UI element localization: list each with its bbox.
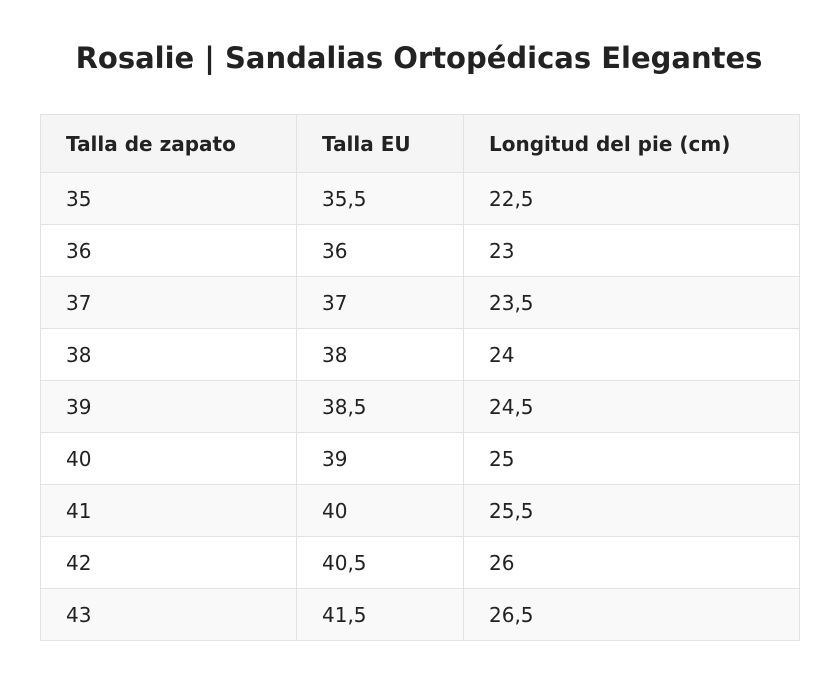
cell-foot-length: 26 bbox=[463, 536, 800, 589]
table-row: 40 39 25 bbox=[40, 432, 800, 485]
cell-shoe-size: 38 bbox=[40, 328, 297, 381]
table-header: Talla de zapato Talla EU Longitud del pi… bbox=[40, 114, 800, 173]
cell-foot-length: 24 bbox=[463, 328, 800, 381]
cell-shoe-size: 37 bbox=[40, 276, 297, 329]
cell-eu-size: 38,5 bbox=[296, 380, 464, 433]
table-row: 36 36 23 bbox=[40, 224, 800, 277]
cell-eu-size: 40 bbox=[296, 484, 464, 537]
cell-eu-size: 35,5 bbox=[296, 172, 464, 225]
table-row: 42 40,5 26 bbox=[40, 536, 800, 589]
table-row: 39 38,5 24,5 bbox=[40, 380, 800, 433]
cell-eu-size: 38 bbox=[296, 328, 464, 381]
table-row: 41 40 25,5 bbox=[40, 484, 800, 537]
header-row: Talla de zapato Talla EU Longitud del pi… bbox=[40, 114, 800, 173]
cell-foot-length: 24,5 bbox=[463, 380, 800, 433]
cell-shoe-size: 42 bbox=[40, 536, 297, 589]
size-table: Talla de zapato Talla EU Longitud del pi… bbox=[40, 114, 800, 641]
column-header-foot-length: Longitud del pie (cm) bbox=[463, 114, 800, 173]
column-header-shoe-size: Talla de zapato bbox=[40, 114, 297, 173]
cell-shoe-size: 36 bbox=[40, 224, 297, 277]
cell-eu-size: 37 bbox=[296, 276, 464, 329]
page-title: Rosalie | Sandalias Ortopédicas Elegante… bbox=[75, 41, 763, 75]
cell-shoe-size: 39 bbox=[40, 380, 297, 433]
cell-foot-length: 25,5 bbox=[463, 484, 800, 537]
cell-foot-length: 25 bbox=[463, 432, 800, 485]
cell-eu-size: 36 bbox=[296, 224, 464, 277]
table-row: 37 37 23,5 bbox=[40, 276, 800, 329]
cell-shoe-size: 40 bbox=[40, 432, 297, 485]
cell-shoe-size: 43 bbox=[40, 588, 297, 641]
cell-eu-size: 41,5 bbox=[296, 588, 464, 641]
cell-foot-length: 26,5 bbox=[463, 588, 800, 641]
cell-eu-size: 39 bbox=[296, 432, 464, 485]
column-header-eu-size: Talla EU bbox=[296, 114, 464, 173]
table-row: 35 35,5 22,5 bbox=[40, 172, 800, 225]
cell-foot-length: 22,5 bbox=[463, 172, 800, 225]
cell-foot-length: 23 bbox=[463, 224, 800, 277]
table-row: 43 41,5 26,5 bbox=[40, 588, 800, 641]
cell-eu-size: 40,5 bbox=[296, 536, 464, 589]
table-row: 38 38 24 bbox=[40, 328, 800, 381]
cell-shoe-size: 35 bbox=[40, 172, 297, 225]
cell-shoe-size: 41 bbox=[40, 484, 297, 537]
table-body: 35 35,5 22,5 36 36 23 37 37 23,5 38 38 24 39 38,5 24,5… bbox=[40, 172, 800, 641]
cell-foot-length: 23,5 bbox=[463, 276, 800, 329]
